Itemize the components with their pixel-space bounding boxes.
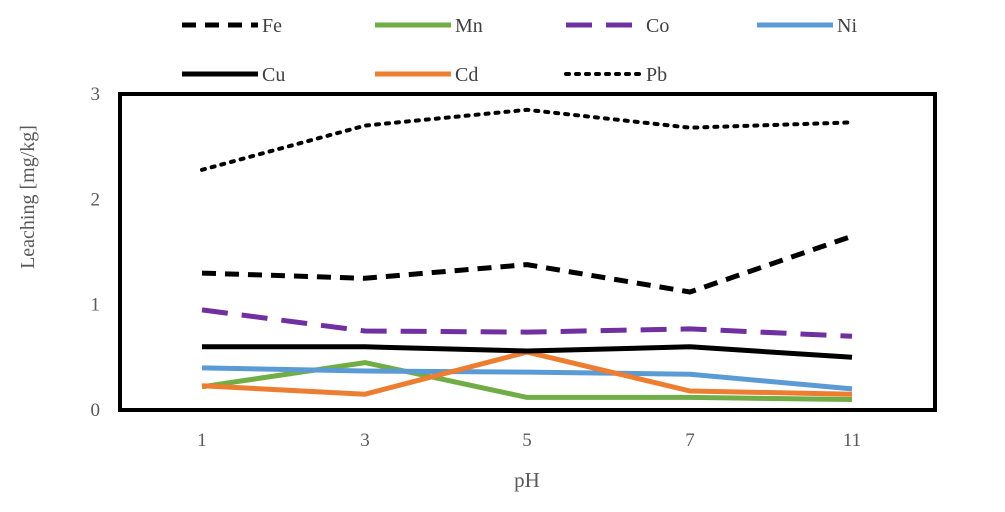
y-tick-label: 1 [91, 295, 101, 316]
y-tick-label: 0 [91, 400, 101, 421]
y-tick-label: 3 [91, 84, 101, 105]
series-line-ni [201, 365, 853, 392]
y-tick-label: 2 [91, 189, 101, 210]
legend-label-cu: Cu [262, 64, 285, 86]
series-line-cu [202, 344, 853, 360]
legend-label-co: Co [646, 15, 669, 37]
y-axis-label: Leaching [mg/kg] [17, 125, 39, 269]
legend-label-fe: Fe [262, 15, 282, 37]
x-tick-label: 3 [360, 430, 370, 451]
series-lines [200, 107, 854, 402]
x-tick-label: 7 [685, 430, 695, 451]
x-tick-label: 5 [522, 430, 532, 451]
y-axis-ticks: 0 1 2 3 [91, 84, 101, 421]
series-line-fe [201, 233, 853, 295]
legend-label-ni: Ni [837, 15, 857, 37]
legend-label-cd: Cd [455, 64, 478, 86]
series-line-pb [200, 107, 854, 172]
series-line-co [201, 307, 853, 339]
legend: Fe Mn Co Ni Cu Cd Pb [182, 15, 857, 86]
legend-label-pb: Pb [646, 64, 667, 86]
x-tick-label: 11 [843, 430, 861, 451]
x-axis-label: pH [514, 468, 540, 492]
x-axis-ticks: 1 3 5 7 11 [197, 430, 861, 451]
legend-label-mn: Mn [455, 15, 483, 37]
x-tick-label: 1 [197, 430, 207, 451]
plot-area-frame [118, 92, 937, 412]
